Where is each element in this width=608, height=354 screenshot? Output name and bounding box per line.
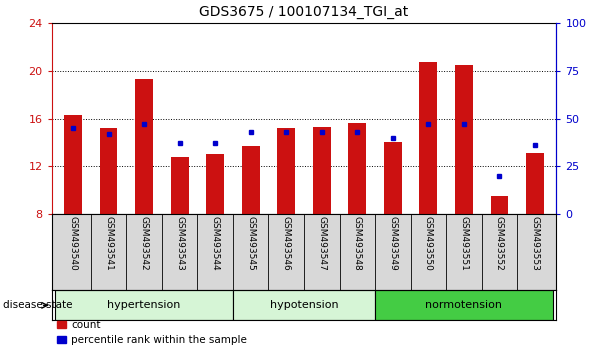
Bar [233, 290, 375, 320]
Text: GSM493547: GSM493547 [317, 216, 326, 271]
Text: GSM493549: GSM493549 [389, 216, 398, 271]
Text: GSM493548: GSM493548 [353, 216, 362, 271]
Text: GSM493550: GSM493550 [424, 216, 433, 271]
Text: hypertension: hypertension [108, 300, 181, 310]
Bar [526, 153, 544, 214]
Bar [375, 290, 553, 320]
Text: GSM493545: GSM493545 [246, 216, 255, 271]
Text: GSM493540: GSM493540 [69, 216, 77, 271]
Text: GSM493553: GSM493553 [531, 216, 539, 271]
Bar [348, 124, 366, 214]
Bar [384, 142, 402, 214]
Text: GSM493543: GSM493543 [175, 216, 184, 271]
Text: GSM493552: GSM493552 [495, 216, 504, 271]
Bar [100, 128, 117, 214]
Text: disease state: disease state [3, 300, 72, 310]
Text: GSM493541: GSM493541 [104, 216, 113, 271]
Bar [455, 65, 473, 214]
Bar [313, 127, 331, 214]
Bar [64, 115, 82, 214]
Title: GDS3675 / 100107134_TGI_at: GDS3675 / 100107134_TGI_at [199, 5, 409, 19]
Bar [206, 154, 224, 214]
Bar [135, 79, 153, 214]
Bar [55, 290, 233, 320]
Text: GSM493542: GSM493542 [140, 216, 148, 271]
Legend: count, percentile rank within the sample: count, percentile rank within the sample [57, 320, 247, 345]
Text: GSM493544: GSM493544 [210, 216, 219, 271]
Text: GSM493551: GSM493551 [460, 216, 468, 271]
Bar [491, 196, 508, 214]
Bar [171, 157, 188, 214]
Bar [277, 128, 295, 214]
Bar [242, 146, 260, 214]
Text: hypotension: hypotension [270, 300, 338, 310]
Text: GSM493546: GSM493546 [282, 216, 291, 271]
Text: normotension: normotension [426, 300, 502, 310]
Bar [420, 62, 437, 214]
